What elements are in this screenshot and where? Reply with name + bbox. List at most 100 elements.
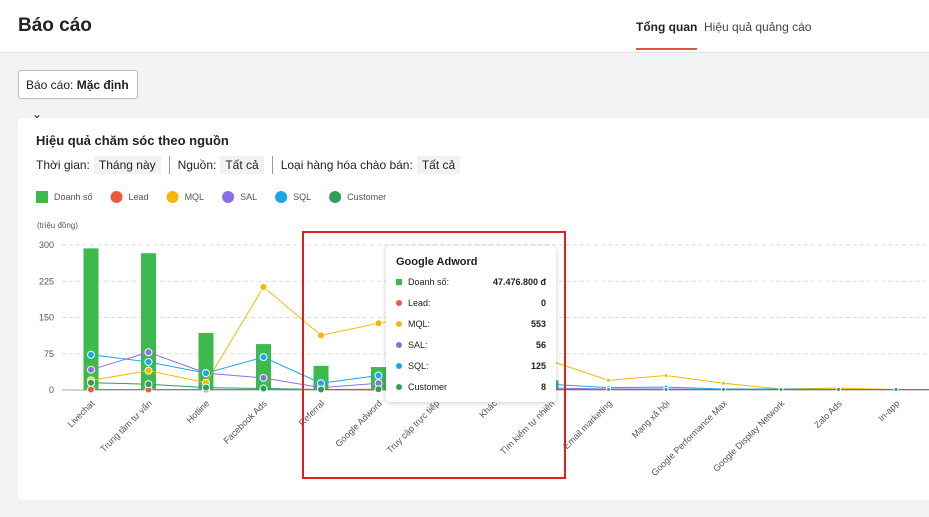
x-tick-label: Livechat [66, 398, 97, 429]
filter-value[interactable]: Tất cả [220, 156, 264, 174]
legend-label: SAL [240, 192, 257, 202]
tooltip-swatch [396, 384, 402, 390]
tab[interactable]: Tổng quan [636, 20, 698, 50]
legend-swatch [110, 191, 123, 203]
point [374, 371, 383, 380]
tooltip-swatch [396, 279, 402, 285]
point [259, 384, 268, 393]
y-tick-label: 300 [39, 240, 54, 250]
tooltip-value: 553 [530, 319, 546, 329]
x-tick-label: Hotline [185, 398, 212, 425]
point [144, 357, 153, 366]
tooltip-swatch [396, 363, 402, 369]
tooltip-label: SAL: [408, 340, 428, 350]
point [87, 378, 95, 387]
y-tick-label: 0 [49, 385, 54, 395]
point [663, 387, 669, 393]
legend-swatch [222, 191, 235, 203]
filters: Thời gian: Tháng này Nguồn: Tất cả Loại hàng… [36, 156, 461, 174]
tooltip-swatch [396, 300, 402, 306]
header: Báo cáo Tổng quan Hiệu quả quảng cáo [0, 0, 929, 53]
tooltip-swatch [396, 321, 402, 327]
tooltip-title: Google Adword [396, 256, 478, 268]
legend-label: MQL [185, 192, 205, 202]
x-tick-label: Email marketing [561, 398, 614, 451]
point [721, 380, 726, 386]
tooltip-value: 47.476.800 đ [492, 277, 546, 287]
point [87, 385, 95, 394]
point [259, 353, 268, 362]
tooltip-row: Doanh số: 47.476.800 đ [396, 275, 546, 289]
legend-swatch [329, 191, 342, 203]
legend-label: Customer [347, 192, 386, 202]
point [87, 350, 95, 359]
point [202, 383, 210, 392]
point [259, 373, 268, 382]
point [721, 387, 726, 393]
separator [271, 156, 273, 174]
page-title: Báo cáo [18, 15, 92, 36]
filter-label: Thời gian: [36, 158, 90, 172]
tooltip-row: Lead: 0 [396, 296, 546, 310]
y-tick-label: 150 [39, 313, 54, 323]
tooltip-label: SQL: [408, 361, 429, 371]
y-axis-label: (triệu đồng) [37, 221, 78, 230]
y-tick-label: 75 [44, 349, 54, 359]
filter-label: Nguồn: [177, 158, 217, 172]
legend-swatch [275, 191, 288, 203]
bar [256, 344, 271, 390]
point [87, 365, 95, 374]
point [836, 387, 841, 393]
tooltip-label: Doanh số: [408, 277, 450, 287]
tooltip-label: Customer [408, 382, 448, 392]
legend-label: Doanh số [54, 192, 93, 202]
tooltip-value: 8 [540, 382, 546, 392]
card-title: Hiệu quả chăm sóc theo nguồn [36, 133, 229, 148]
point [317, 331, 325, 340]
point [374, 385, 383, 394]
point [144, 348, 153, 357]
tooltip-value: 125 [530, 361, 546, 371]
tooltip-label: Lead: [408, 298, 431, 308]
x-tick-label: Zalo Ads [812, 398, 844, 430]
point [374, 319, 383, 328]
tooltip-swatch [396, 342, 402, 348]
tooltip-row: MQL: 553 [396, 317, 546, 331]
y-tick-label: 225 [39, 276, 54, 286]
x-tick-label: In-app [876, 398, 901, 423]
tab[interactable]: Hiệu quả quảng cáo [704, 20, 812, 34]
tooltip-value: 56 [535, 340, 546, 350]
x-tick-label: Trung tâm tư vấn [98, 398, 154, 454]
point [606, 387, 611, 393]
tooltip-row: SAL: 56 [396, 338, 546, 352]
x-tick-label: Mạng xã hội [630, 398, 672, 440]
select-value: Mặc định [76, 78, 129, 92]
filter-label: Loại hàng hóa chào bán: [280, 158, 413, 172]
legend-swatch [166, 191, 179, 203]
point [893, 387, 899, 393]
report-select[interactable]: Báo cáo: Mặc định ⌄ [18, 70, 138, 121]
point [778, 387, 784, 393]
point [606, 377, 611, 383]
tooltip-row: Customer 8 [396, 380, 546, 394]
x-tick-label: Facebook Ads [222, 398, 270, 446]
point [202, 369, 210, 378]
select-label: Báo cáo: [26, 78, 74, 92]
point [144, 366, 153, 375]
separator [168, 156, 170, 174]
filter-value[interactable]: Tất cả [416, 156, 461, 174]
point [663, 373, 669, 378]
legend-swatch [36, 191, 48, 203]
legend-label: Lead [129, 192, 149, 202]
point [317, 385, 325, 394]
point [259, 283, 268, 292]
filter-value[interactable]: Tháng này [93, 156, 161, 174]
legend-label: SQL [293, 192, 311, 202]
bar [141, 253, 156, 390]
tooltip-value: 0 [540, 298, 546, 308]
tooltip-row: SQL: 125 [396, 359, 546, 373]
tooltip-label: MQL: [408, 319, 431, 329]
highlight-box [302, 231, 566, 479]
tooltip: Google Adword Doanh số: 47.476.800 đ Lead: 0… [386, 246, 556, 402]
